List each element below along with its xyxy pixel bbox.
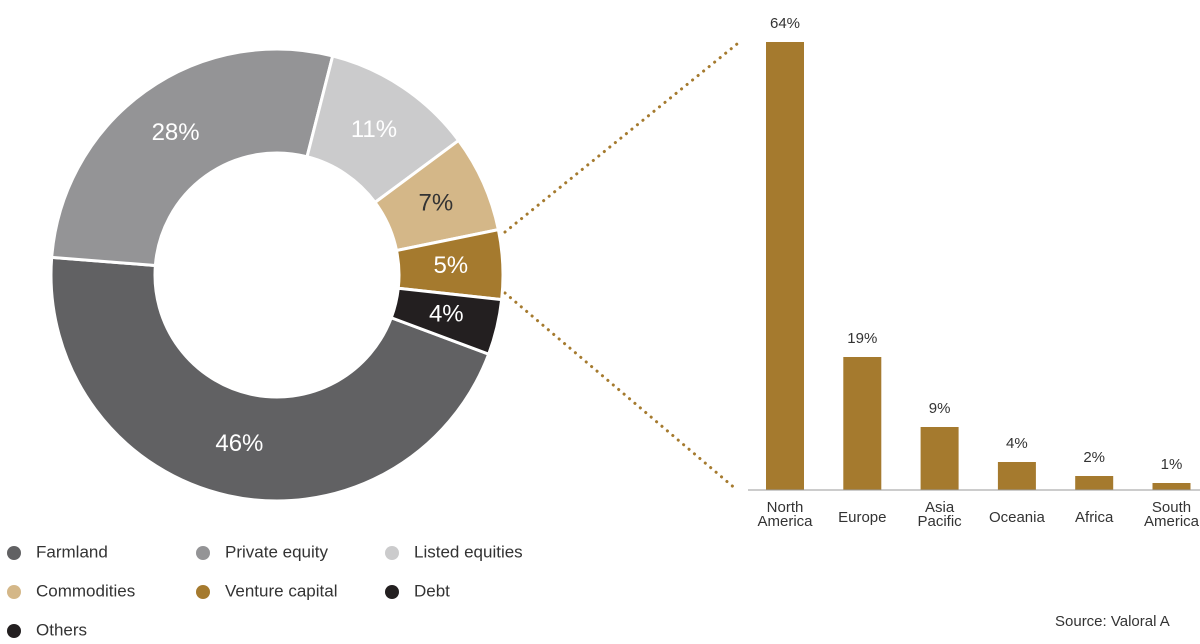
legend-marker xyxy=(7,585,21,599)
legend-label: Listed equities xyxy=(414,542,523,561)
connector xyxy=(503,42,739,234)
x-tick-label: South America xyxy=(1144,499,1200,530)
bar xyxy=(766,42,804,490)
donut-slice xyxy=(49,255,491,503)
bar-label: 4% xyxy=(1006,435,1028,452)
bar-label: 19% xyxy=(847,330,877,347)
slice-label: 46% xyxy=(215,430,263,457)
x-tick-label: Oceania xyxy=(989,509,1046,526)
slice-label: 28% xyxy=(152,119,200,146)
legend-label: Venture capital xyxy=(225,581,337,600)
bar xyxy=(920,427,959,490)
bar xyxy=(1152,483,1191,490)
bar-label: 1% xyxy=(1161,456,1183,473)
bar-label: 2% xyxy=(1083,449,1105,466)
legend-marker xyxy=(385,546,399,560)
bar xyxy=(997,462,1036,490)
legend-marker xyxy=(385,585,399,599)
x-tick-label: North America xyxy=(757,499,813,530)
legend-marker xyxy=(7,546,21,560)
bar-label: 9% xyxy=(929,400,951,417)
legend-label: Commodities xyxy=(36,581,135,600)
donut-slice xyxy=(389,286,504,357)
source: Source: Valoral A xyxy=(1055,613,1170,630)
slice-label: 4% xyxy=(429,301,464,328)
slice-label: 11% xyxy=(351,116,397,143)
bar xyxy=(843,357,882,490)
legend-label: Farmland xyxy=(36,542,108,561)
legend-marker xyxy=(196,585,210,599)
connector xyxy=(503,291,739,492)
legend-marker xyxy=(7,624,21,638)
legend-label: Private equity xyxy=(225,542,328,561)
legend-marker xyxy=(196,546,210,560)
bar-label: 64% xyxy=(770,15,800,32)
x-tick-label: Asia Pacific xyxy=(918,499,963,530)
x-tick-label: Africa xyxy=(1075,509,1114,526)
bar xyxy=(1075,476,1114,490)
x-tick-label: Europe xyxy=(838,509,886,526)
slice-label: 7% xyxy=(419,189,454,216)
donut-slice xyxy=(50,47,335,268)
slice-label: 5% xyxy=(433,252,468,279)
legend-label: Debt xyxy=(414,581,450,600)
legend-label: Others xyxy=(36,620,87,639)
